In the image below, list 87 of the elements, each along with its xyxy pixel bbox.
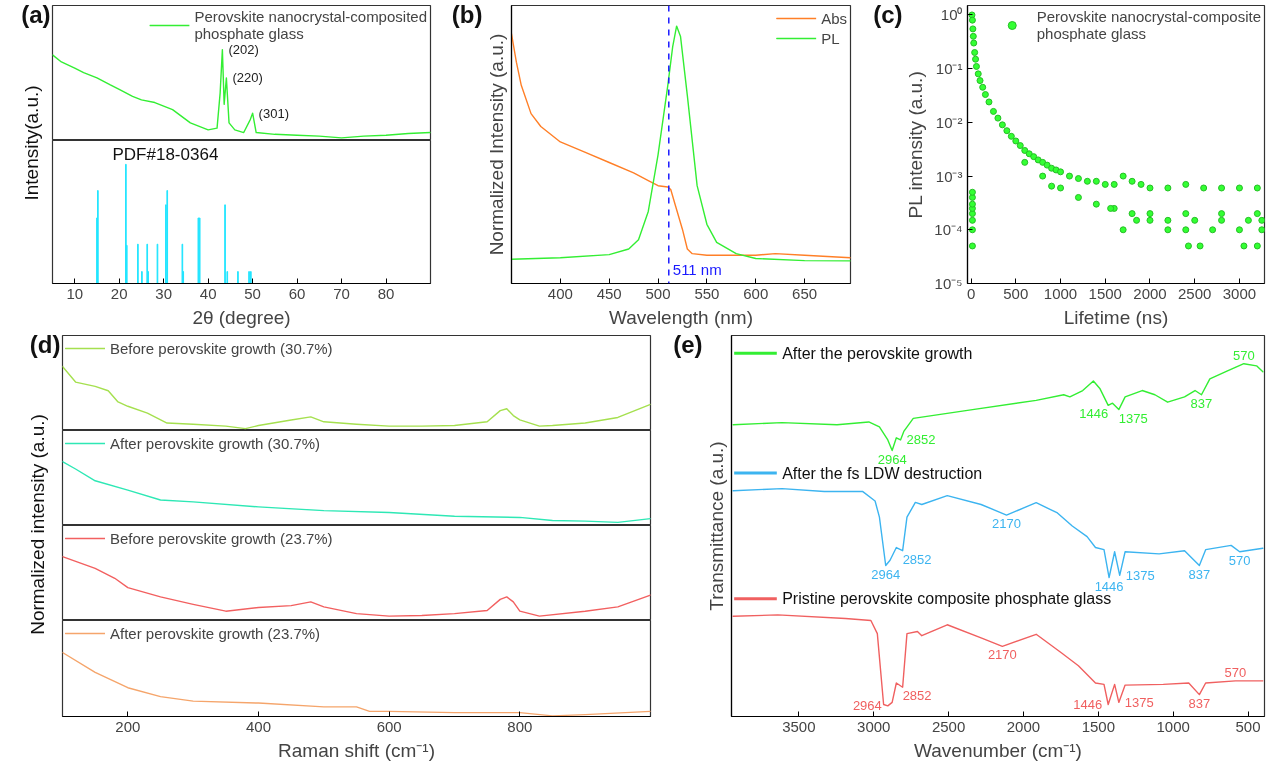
legend-label: Abs [821,9,847,27]
x-tick-label: 450 [596,284,622,302]
y-axis-title: Normalized intensity (a.u.) [27,414,49,635]
legend-label: After the fs LDW destruction [782,464,983,482]
x-axis-title: Lifetime (ns) [1063,306,1169,328]
x-tick-label: 80 [377,284,395,302]
x-tick-label: 2500 [1178,284,1212,302]
chart-title: (a) [21,1,51,29]
annotation: 2852 [906,432,936,448]
x-tick-label: 600 [376,717,402,735]
x-tick-label: 2000 [1006,717,1041,735]
x-tick-label: 1000 [1156,717,1190,735]
chart-title: (c) [873,1,903,29]
legend-label: Before perovskite growth (23.7%) [110,529,333,547]
y-axis-title: Normalized Intensity (a.u.) [485,33,507,256]
text: PDF#18-0364 [112,144,219,164]
x-tick-label: 20 [110,284,128,302]
y-tick-label: 10⁻² [935,113,963,131]
chart-title: (b) [451,1,483,29]
annotation: 570 [1228,552,1251,568]
y-axis-title: PL intensity (a.u.) [905,71,927,219]
x-tick-label: 600 [743,284,769,302]
x-axis-title: Wavelength (nm) [609,306,753,328]
chart-title: (d) [29,331,61,359]
annotation: 837 [1188,695,1211,711]
x-tick-label: 1000 [1043,284,1078,302]
annotation: 1446 [1079,406,1109,422]
legend-label: After perovskite growth (30.7%) [110,434,321,452]
y-tick-label: 10⁻⁵ [934,275,963,292]
x-tick-label: 550 [694,284,720,302]
x-tick-label: 500 [1003,284,1029,302]
x-tick-label: 70 [333,284,350,302]
x-axis-title: Raman shift (cm⁻¹) [278,739,435,761]
annotation: 2170 [987,647,1017,663]
x-tick-label: 60 [288,284,306,302]
x-tick-label: 500 [1235,717,1261,735]
x-tick-label: 2500 [931,717,966,735]
annotation: (220) [232,70,263,86]
annotation: 1375 [1125,567,1155,583]
x-tick-label: 1500 [1081,717,1115,735]
annotation: (301) [258,105,289,121]
annotation: 2964 [877,451,907,467]
x-tick-label: 3500 [782,717,816,735]
y-tick-label: 10⁻³ [935,167,963,185]
legend-label: PL [821,29,841,47]
chart-title: (e) [673,331,703,359]
x-tick-label: 3000 [1222,284,1257,302]
annotation: 837 [1190,395,1213,411]
x-axis-title: Wavenumber (cm⁻¹) [914,739,1082,761]
annotation: 570 [1232,347,1255,363]
x-tick-label: 2000 [1133,284,1167,302]
annotation: 837 [1188,566,1211,582]
annotation: 2852 [902,688,932,704]
x-tick-label: 10 [66,284,84,302]
annotation: 2852 [902,551,932,567]
legend-label: Perovskite nanocrystal-composited phosphate glass [194,8,427,42]
legend-label: After perovskite growth (23.7%) [110,624,321,642]
x-tick-label: 3000 [857,717,891,735]
ref-line-label: 511 nm [672,260,722,278]
x-tick-label: 800 [507,717,533,735]
annotation: 570 [1224,664,1247,680]
x-tick-label: 200 [115,717,141,735]
x-tick-label: 30 [155,284,173,302]
x-tick-label: 500 [645,284,671,302]
legend-label: Perovskite nanocrystal-composite phosphate glass [1036,8,1261,42]
y-tick-label: 10⁰ [940,6,963,24]
legend-label: After the perovskite growth [782,344,973,362]
x-tick-label: 650 [792,284,818,302]
legend-label: Before perovskite growth (30.7%) [110,339,333,357]
annotation: 2964 [852,698,882,714]
y-tick-label: 10⁻⁴ [934,221,963,239]
annotation: (202) [228,42,259,58]
annotation: 1446 [1073,697,1103,713]
y-axis-title: Intensity(a.u.) [21,85,42,201]
x-tick-label: 0 [966,284,976,302]
x-tick-label: 400 [547,284,573,302]
x-tick-label: 50 [244,284,261,302]
x-axis-title: 2θ (degree) [192,306,291,328]
annotation: 1375 [1118,410,1148,426]
annotation: 2170 [992,516,1021,532]
x-tick-label: 400 [245,717,272,735]
y-tick-label: 10⁻¹ [935,60,963,78]
annotation: 2964 [871,566,901,582]
annotation: 1375 [1124,694,1154,710]
y-axis-title: Transmittance (a.u.) [705,441,727,611]
x-tick-label: 1500 [1088,284,1122,302]
x-tick-label: 40 [199,284,217,302]
